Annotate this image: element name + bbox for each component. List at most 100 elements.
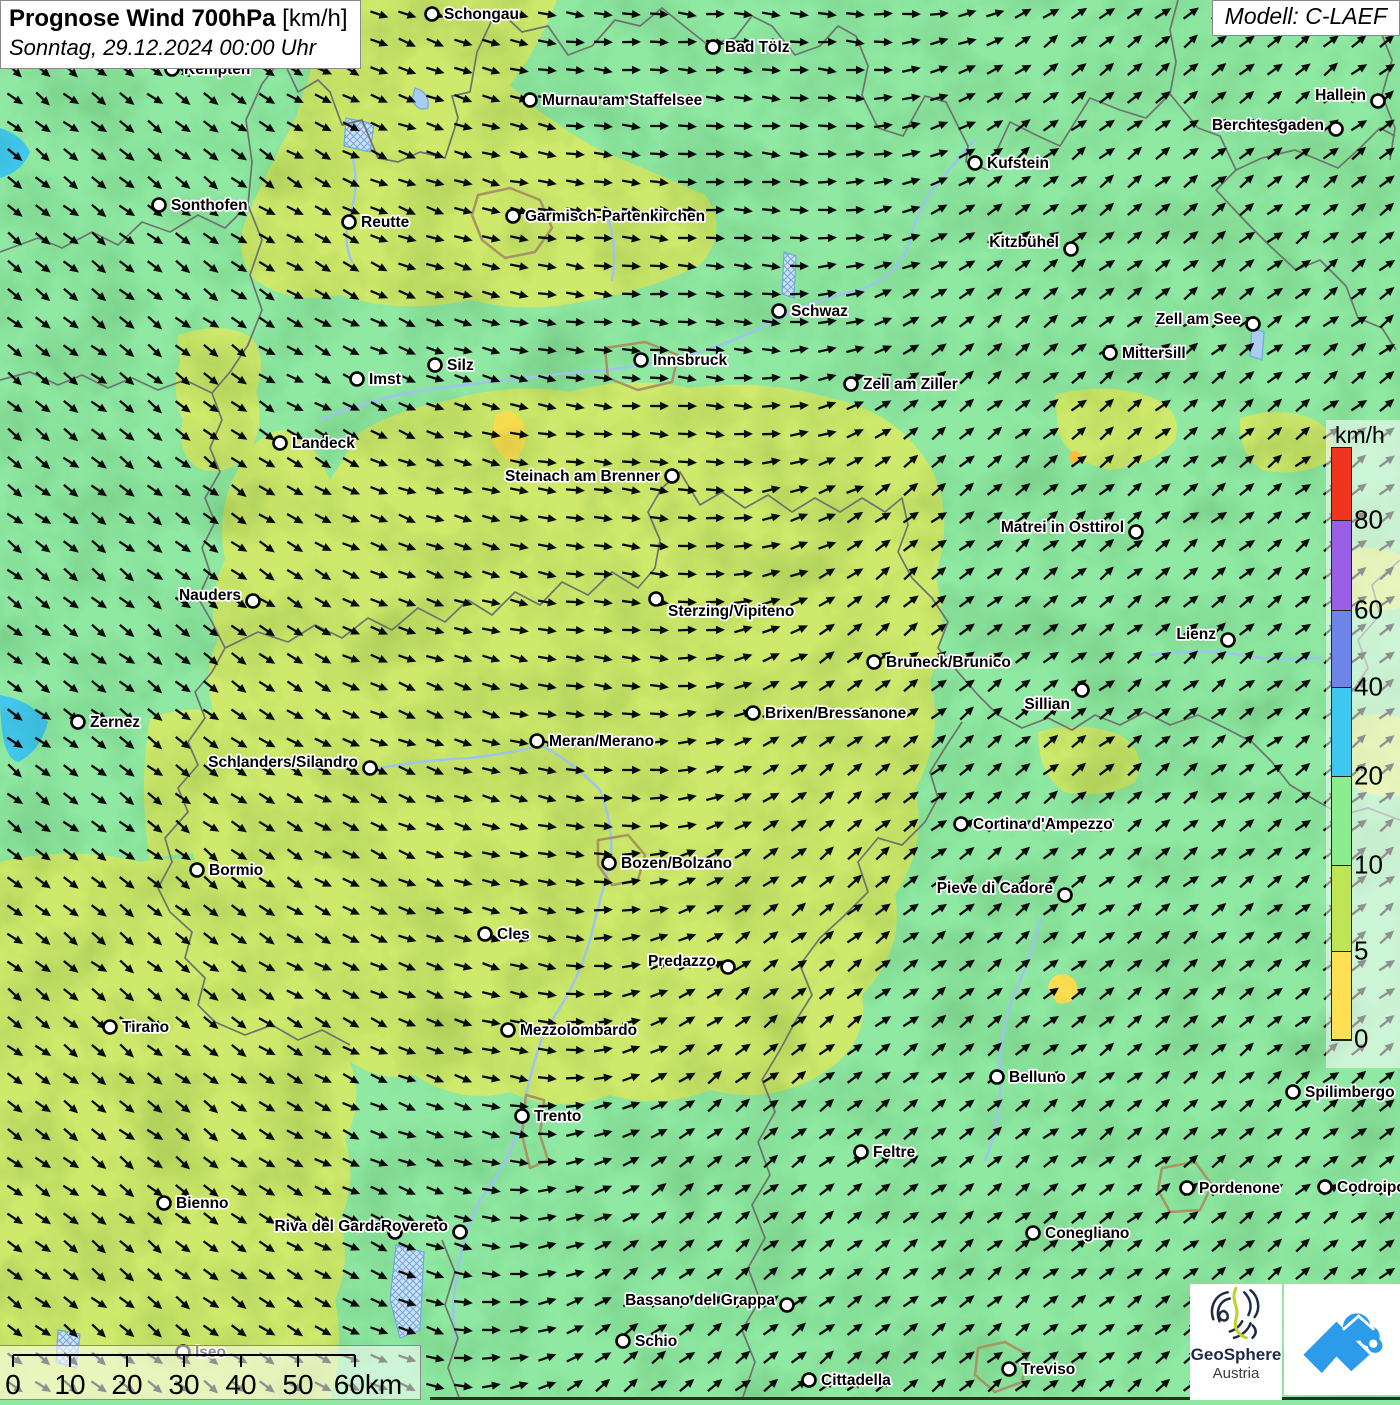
legend-value: 10 — [1354, 849, 1383, 880]
scale-tick-label: 20 — [111, 1369, 142, 1400]
city-label: Garmisch-Partenkirchen — [525, 208, 705, 225]
city-marker: Murnau am Staffelsee — [524, 92, 703, 109]
city-label: Matrei in Osttirol — [1001, 519, 1124, 536]
legend-value: 80 — [1354, 504, 1383, 535]
city-label: Sillian — [1024, 696, 1070, 713]
partner-logo-box — [1284, 1284, 1400, 1395]
city-marker: Bruneck/Brunico — [868, 654, 1011, 671]
city-label: Mezzolombardo — [520, 1022, 637, 1039]
city-marker: Bassano del Grappa — [625, 1292, 793, 1312]
city-label: Schlanders/Silandro — [208, 754, 358, 771]
city-label: Sonthofen — [171, 197, 248, 214]
city-marker: Imst — [351, 371, 401, 388]
legend-color-0 — [1332, 952, 1351, 1040]
city-label: Trento — [534, 1108, 581, 1125]
scale-tick-label: 0 — [5, 1369, 21, 1400]
city-label: Feltre — [873, 1144, 916, 1161]
legend-unit-label: km/h — [1335, 422, 1385, 449]
city-marker: Garmisch-Partenkirchen — [507, 208, 706, 225]
city-marker: Schio — [617, 1333, 678, 1350]
city-label: Bad Tölz — [725, 39, 790, 56]
scale-tick-label: 30 — [168, 1369, 199, 1400]
city-label: Cittadella — [821, 1372, 891, 1389]
city-label: Murnau am Staffelsee — [542, 92, 703, 109]
geosphere-logo-icon — [1205, 1284, 1267, 1342]
city-label: Zernez — [90, 714, 140, 731]
city-label: Zell am See — [1156, 311, 1242, 328]
city-marker: Berchtesgaden — [1212, 117, 1342, 136]
model-label: Modell: C-LAEF — [1212, 0, 1400, 36]
city-marker: Bozen/Bolzano — [603, 855, 733, 872]
city-label: Landeck — [292, 435, 355, 452]
city-label: Bormio — [209, 862, 263, 879]
city-marker: Cles — [479, 926, 530, 943]
city-marker: Reutte — [343, 214, 410, 231]
city-marker: Trento — [516, 1108, 582, 1125]
geosphere-country: Austria — [1190, 1365, 1282, 1382]
city-label: Pieve di Cadore — [937, 880, 1054, 897]
city-label: Schwaz — [791, 303, 848, 320]
scale-tick-label: 10 — [54, 1369, 85, 1400]
city-marker: Mezzolombardo — [502, 1022, 638, 1039]
city-label: Berchtesgaden — [1212, 117, 1324, 134]
city-label: Lienz — [1176, 626, 1216, 643]
city-label: Bienno — [176, 1195, 229, 1212]
legend-value: 0 — [1354, 1023, 1368, 1054]
city-label: Schongau — [444, 6, 519, 23]
city-label: Kufstein — [987, 155, 1049, 172]
legend-value: 20 — [1354, 760, 1383, 791]
city-label: Innsbruck — [653, 352, 727, 369]
city-marker: Silz — [429, 357, 474, 374]
city-label: Conegliano — [1045, 1225, 1129, 1242]
geosphere-logo-box: GeoSphere Austria — [1190, 1284, 1282, 1400]
legend-value: 40 — [1354, 671, 1383, 702]
title-parameter: Prognose Wind 700hPa — [9, 5, 276, 32]
page-title: Prognose Wind 700hPa [km/h] — [9, 5, 348, 33]
title-box: Prognose Wind 700hPa [km/h] Sonntag, 29.… — [0, 0, 361, 69]
city-label: Predazzo — [648, 953, 716, 970]
legend-color-40 — [1332, 611, 1351, 688]
city-label: Bruneck/Brunico — [886, 654, 1011, 671]
mountain-cloud-icon — [1296, 1297, 1388, 1383]
legend-value: 60 — [1354, 594, 1383, 625]
legend-color-20 — [1332, 688, 1351, 777]
city-label: Pordenone — [1199, 1180, 1280, 1197]
scale-tick-label: 50 — [282, 1369, 313, 1400]
city-marker: Meran/Merano — [531, 733, 655, 750]
legend-color-10 — [1332, 777, 1351, 866]
city-label: Zell am Ziller — [863, 376, 958, 393]
city-marker: Matrei in Osttirol — [1001, 519, 1143, 539]
city-marker: Zernez — [72, 714, 141, 731]
city-label: Bozen/Bolzano — [621, 855, 732, 872]
city-label: Schio — [635, 1333, 677, 1350]
legend-color-80 — [1332, 448, 1351, 521]
legend-colorbar — [1332, 448, 1351, 1040]
city-label: Rovereto — [381, 1218, 448, 1235]
city-label: Bassano del Grappa — [625, 1292, 775, 1309]
scale-tick-label: 40 — [225, 1369, 256, 1400]
city-marker: Bienno — [158, 1195, 229, 1212]
city-label: Hallein — [1315, 87, 1366, 104]
city-label: Brixen/Bressanone — [765, 705, 907, 722]
city-label: Cortina d'Ampezzo — [973, 816, 1113, 833]
city-label: Steinach am Brenner — [505, 468, 660, 485]
city-label: Treviso — [1021, 1361, 1075, 1378]
city-label: Nauders — [179, 587, 241, 604]
city-label: Mittersill — [1122, 345, 1186, 362]
city-label: Imst — [369, 371, 401, 388]
city-marker: Feltre — [855, 1144, 916, 1161]
legend-color-5 — [1332, 866, 1351, 952]
city-marker: Cortina d'Ampezzo — [955, 816, 1113, 833]
city-label: Tirano — [122, 1019, 169, 1036]
title-unit: [km/h] — [276, 5, 348, 32]
city-marker: Brixen/Bressanone — [747, 705, 907, 722]
city-label: Silz — [447, 357, 474, 374]
forecast-datetime: Sonntag, 29.12.2024 00:00 Uhr — [9, 35, 348, 61]
city-marker: Tirano — [104, 1019, 170, 1036]
geosphere-name: GeoSphere — [1190, 1345, 1282, 1365]
